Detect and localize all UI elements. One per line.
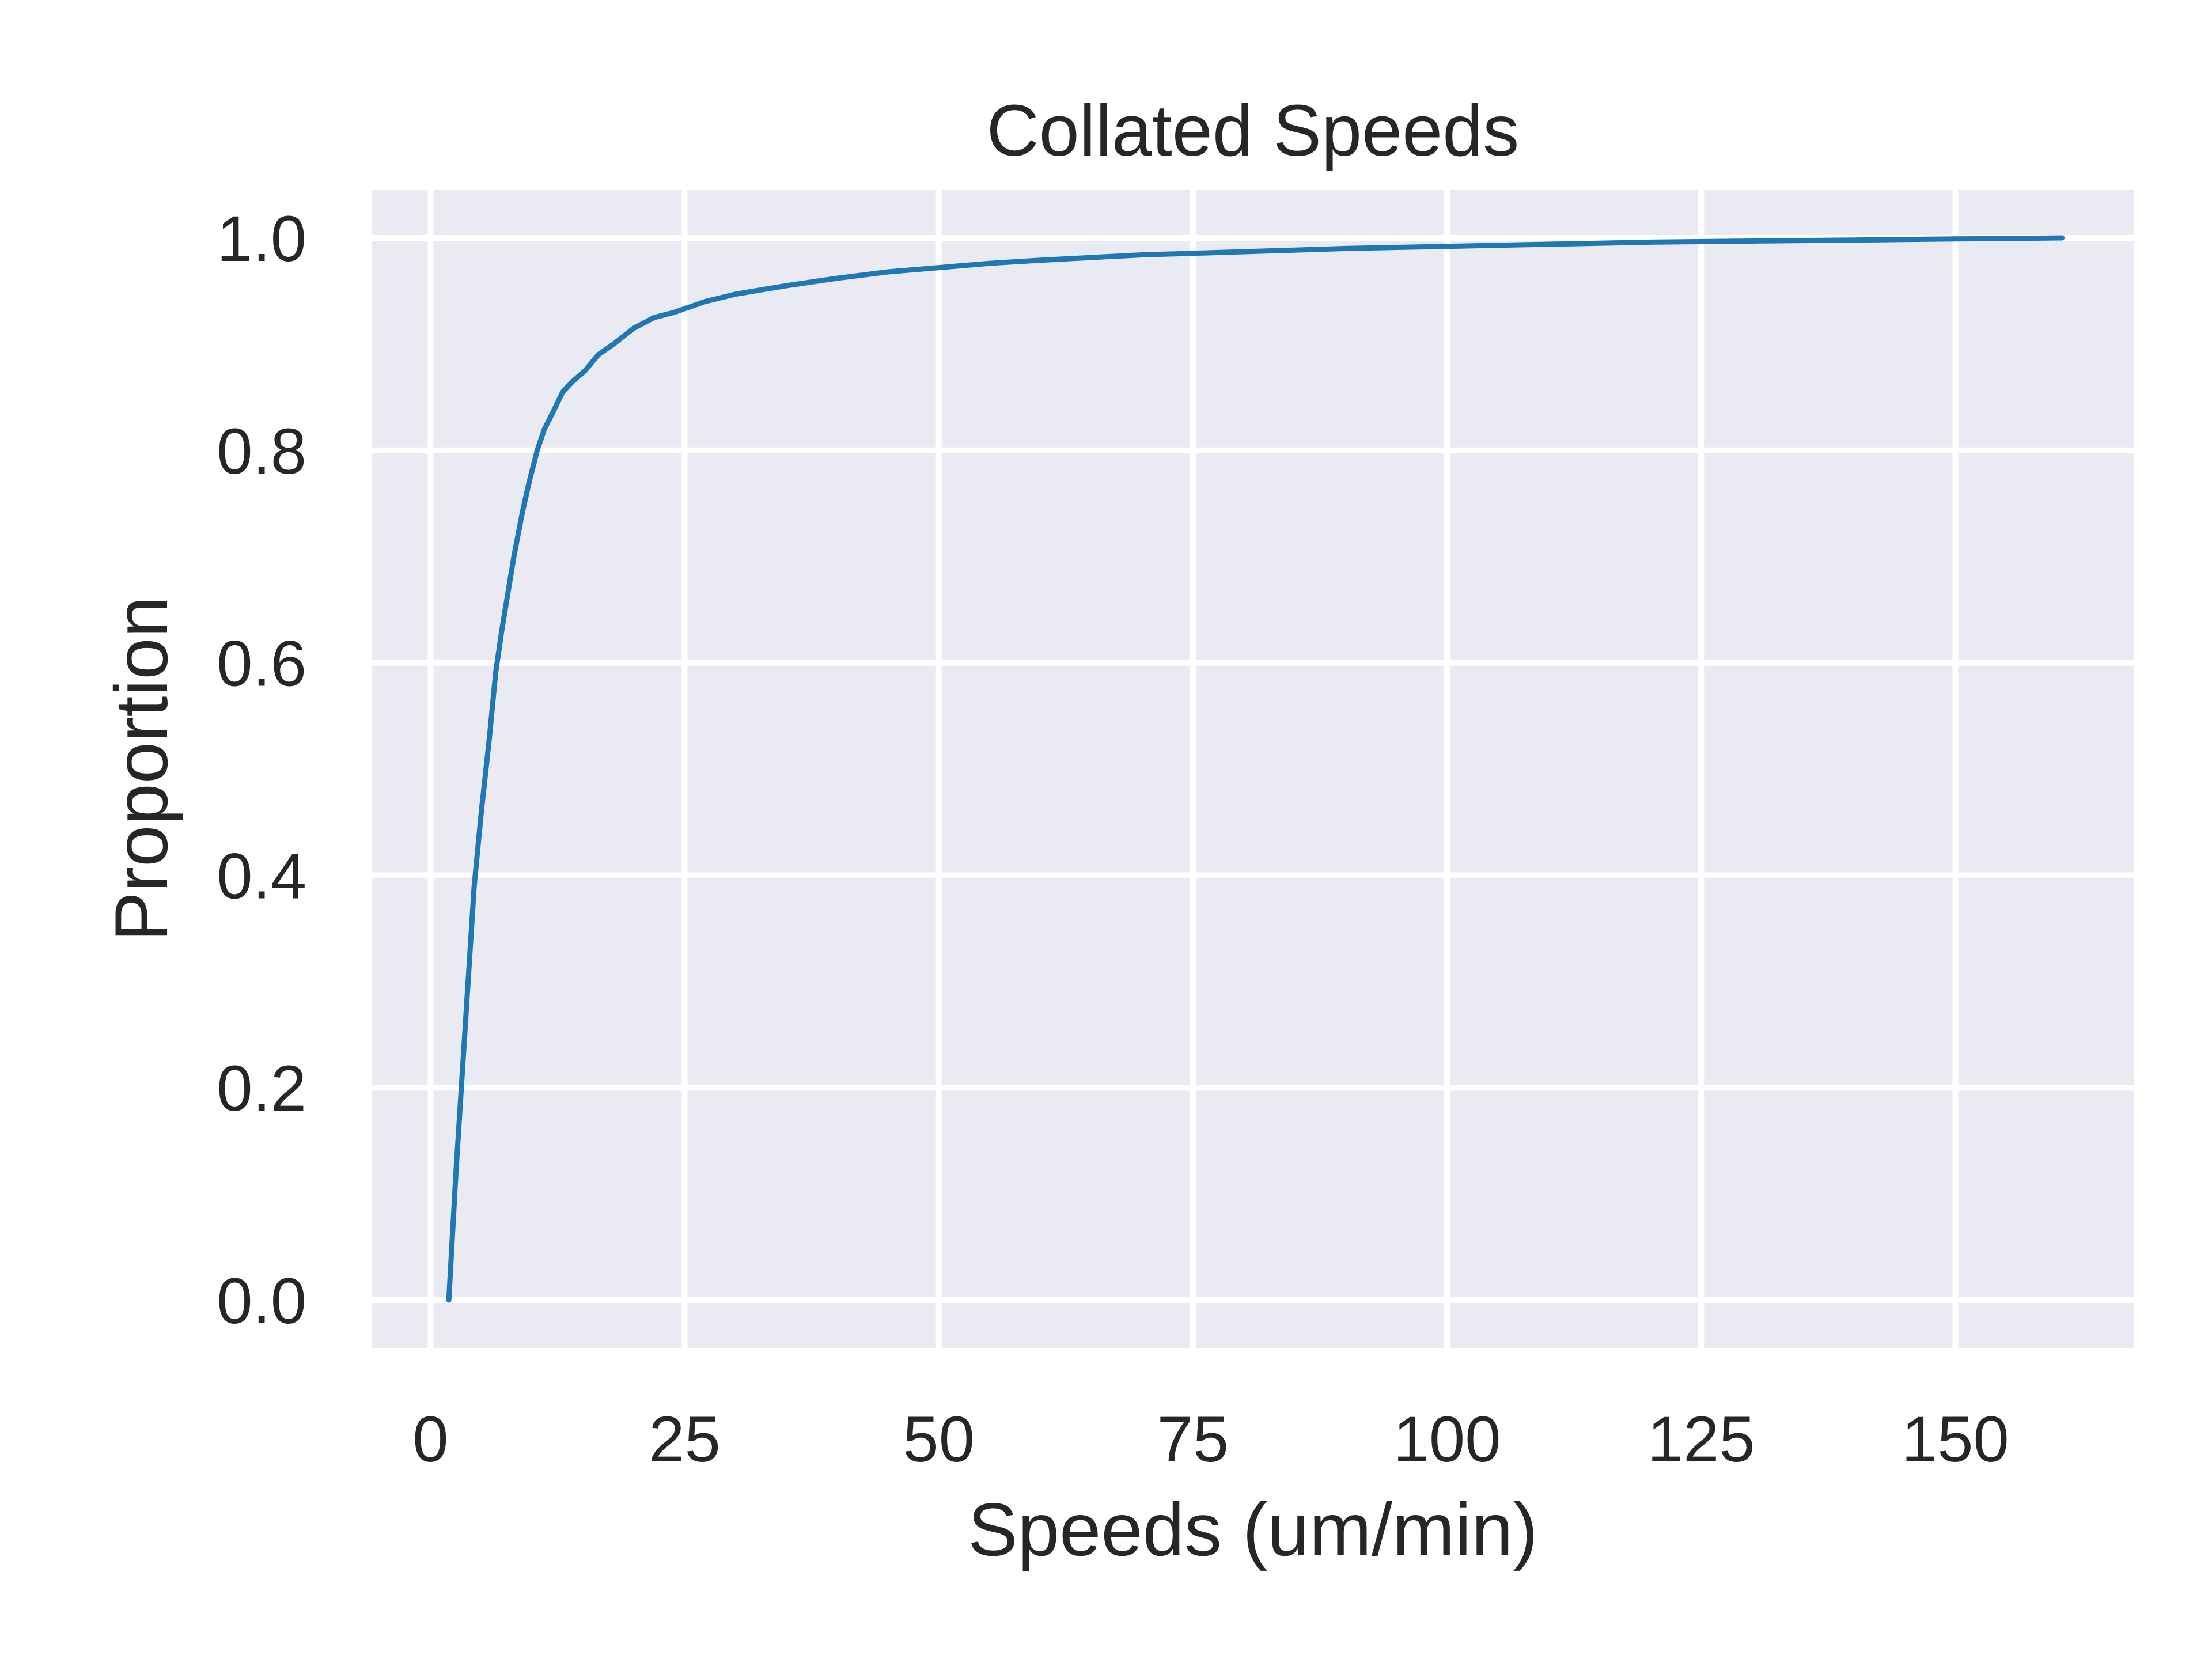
x-tick-label: 125 xyxy=(1647,1403,1755,1475)
x-tick-labels: 0 25 50 75 100 125 150 xyxy=(412,1403,2009,1475)
series-line xyxy=(446,235,2065,1303)
y-tick-label: 0.2 xyxy=(217,1052,306,1124)
chart-title: Collated Speeds xyxy=(987,90,1520,171)
y-tick-label: 0.8 xyxy=(217,415,306,487)
x-tick-label: 25 xyxy=(649,1403,721,1475)
y-tick-label: 1.0 xyxy=(217,203,306,275)
plot-area xyxy=(372,190,2134,1348)
y-tick-label: 0.4 xyxy=(217,840,306,912)
y-axis-label: Proportion xyxy=(99,596,183,942)
x-tick-label: 100 xyxy=(1393,1403,1501,1475)
y-tick-labels: 0.0 0.2 0.4 0.6 0.8 1.0 xyxy=(217,203,306,1337)
x-tick-label: 50 xyxy=(903,1403,975,1475)
x-tick-label: 150 xyxy=(1902,1403,2009,1475)
x-gridlines xyxy=(427,190,1959,1348)
y-tick-label: 0.6 xyxy=(217,628,306,700)
x-tick-label: 0 xyxy=(412,1403,448,1475)
series-group xyxy=(446,235,2065,1303)
x-tick-label: 75 xyxy=(1157,1403,1229,1475)
y-tick-label: 0.0 xyxy=(217,1265,306,1337)
x-axis-label: Speeds (um/min) xyxy=(968,1487,1538,1571)
